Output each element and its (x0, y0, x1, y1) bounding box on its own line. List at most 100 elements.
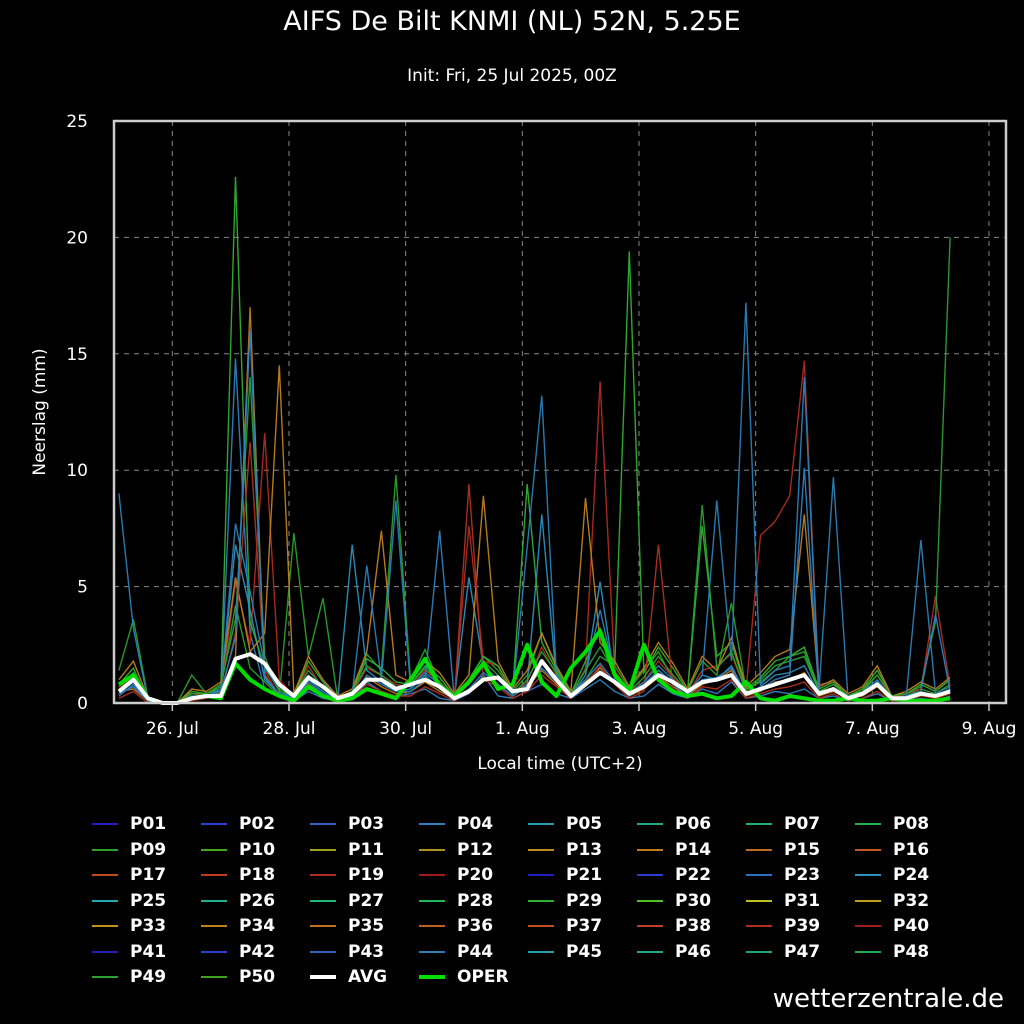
legend-item-p01[interactable]: P01 (92, 813, 166, 835)
legend-swatch (419, 925, 445, 927)
legend-item-avg[interactable]: AVG (310, 966, 387, 988)
legend-item-p20[interactable]: P20 (419, 864, 493, 886)
legend-item-p04[interactable]: P04 (419, 813, 493, 835)
legend-label: P32 (893, 890, 930, 911)
legend-label: P23 (784, 865, 821, 885)
legend-item-p44[interactable]: P44 (419, 941, 493, 963)
legend-label: P35 (348, 916, 385, 936)
legend-item-p03[interactable]: P03 (310, 813, 384, 835)
legend-item-p17[interactable]: P17 (92, 864, 166, 886)
legend-item-p45[interactable]: P45 (528, 941, 602, 963)
x-tick-label: 9. Aug (962, 719, 1017, 739)
legend-item-p46[interactable]: P46 (637, 941, 711, 963)
member-line-p39 (118, 442, 951, 704)
member-lines (118, 176, 951, 704)
legend-label: P05 (566, 814, 603, 834)
legend-item-p23[interactable]: P23 (746, 864, 820, 886)
legend-label: P11 (348, 839, 385, 860)
legend-swatch (637, 823, 663, 825)
y-tick-label: 25 (66, 112, 88, 132)
legend-swatch (746, 874, 772, 876)
legend-item-p07[interactable]: P07 (746, 813, 820, 835)
legend-item-p25[interactable]: P25 (92, 890, 166, 912)
legend-item-p08[interactable]: P08 (855, 813, 929, 835)
legend-item-p22[interactable]: P22 (637, 864, 711, 886)
legend-item-p37[interactable]: P37 (528, 915, 602, 937)
legend-label: OPER (457, 967, 509, 987)
legend-label: P24 (893, 865, 930, 885)
avg-line (117, 652, 951, 705)
legend-item-p49[interactable]: P49 (92, 966, 166, 988)
legend-label: P47 (784, 941, 821, 962)
legend-label: P03 (348, 814, 385, 834)
legend-label: P10 (239, 839, 276, 860)
legend-item-p10[interactable]: P10 (201, 839, 275, 861)
legend-item-p29[interactable]: P29 (528, 890, 602, 912)
legend-item-p06[interactable]: P06 (637, 813, 711, 835)
legend-swatch (310, 950, 336, 953)
legend-item-p48[interactable]: P48 (855, 941, 929, 963)
legend-swatch (528, 823, 554, 825)
legend-swatch (855, 899, 881, 902)
legend-item-p28[interactable]: P28 (419, 890, 493, 912)
legend-item-p36[interactable]: P36 (419, 915, 493, 937)
legend-label: P16 (893, 839, 930, 860)
legend-item-p31[interactable]: P31 (746, 890, 820, 912)
legend-item-p32[interactable]: P32 (855, 890, 929, 912)
oper-line (117, 628, 951, 705)
legend-item-p38[interactable]: P38 (637, 915, 711, 937)
precipitation-chart: 0 5 10 15 20 25 26. Jul 28. Jul 30. Jul 1. Aug 3. … (30, 112, 1017, 774)
legend-item-p24[interactable]: P24 (855, 864, 929, 886)
x-tick-label: 3. Aug (612, 719, 667, 739)
legend-item-p47[interactable]: P47 (746, 941, 820, 963)
legend-item-p42[interactable]: P42 (201, 941, 275, 963)
legend-swatch (528, 848, 554, 851)
main-series-lines (117, 628, 951, 705)
legend-swatch (637, 950, 663, 953)
legend-item-p11[interactable]: P11 (310, 839, 384, 861)
legend-item-p40[interactable]: P40 (855, 915, 929, 937)
legend-label: P06 (675, 814, 712, 834)
page-title: AIFS De Bilt KNMI (NL) 52N, 5.25E (283, 6, 741, 37)
legend-swatch (528, 950, 554, 953)
legend-swatch (746, 823, 772, 825)
legend-label: P40 (893, 916, 930, 936)
legend-swatch (310, 975, 336, 979)
legend-item-p30[interactable]: P30 (637, 890, 711, 912)
legend-item-p21[interactable]: P21 (528, 864, 602, 886)
legend-label: P18 (239, 865, 276, 885)
legend-item-p13[interactable]: P13 (528, 839, 602, 861)
legend-item-p19[interactable]: P19 (310, 864, 384, 886)
legend-label: P42 (239, 941, 276, 962)
legend-item-oper[interactable]: OPER (419, 966, 509, 988)
legend-item-p16[interactable]: P16 (855, 839, 929, 861)
legend-item-p09[interactable]: P09 (92, 839, 166, 861)
legend-swatch (310, 925, 336, 927)
legend-swatch (419, 899, 445, 902)
plot-frame (112, 119, 1008, 705)
legend-item-p34[interactable]: P34 (201, 915, 275, 937)
legend-label: P21 (566, 865, 603, 885)
legend-item-p12[interactable]: P12 (419, 839, 493, 861)
legend-item-p14[interactable]: P14 (637, 839, 711, 861)
legend-label: P28 (457, 890, 494, 911)
legend-item-p15[interactable]: P15 (746, 839, 820, 861)
legend-item-p02[interactable]: P02 (201, 813, 275, 835)
x-tick-label: 30. Jul (379, 719, 432, 739)
legend-item-p18[interactable]: P18 (201, 864, 275, 886)
legend-item-p41[interactable]: P41 (92, 941, 166, 963)
legend-item-p26[interactable]: P26 (201, 890, 275, 912)
legend-item-p33[interactable]: P33 (92, 915, 166, 937)
legend-item-p50[interactable]: P50 (201, 966, 275, 988)
member-line-p44 (118, 302, 951, 704)
legend-item-p35[interactable]: P35 (310, 915, 384, 937)
legend-item-p43[interactable]: P43 (310, 941, 384, 963)
legend-swatch (310, 874, 336, 876)
legend-item-p05[interactable]: P05 (528, 813, 602, 835)
legend-item-p39[interactable]: P39 (746, 915, 820, 937)
legend-swatch (637, 848, 663, 851)
legend-label: P44 (457, 941, 494, 962)
legend-item-p27[interactable]: P27 (310, 890, 384, 912)
legend-label: P49 (130, 967, 167, 987)
legend-label: P26 (239, 890, 276, 911)
